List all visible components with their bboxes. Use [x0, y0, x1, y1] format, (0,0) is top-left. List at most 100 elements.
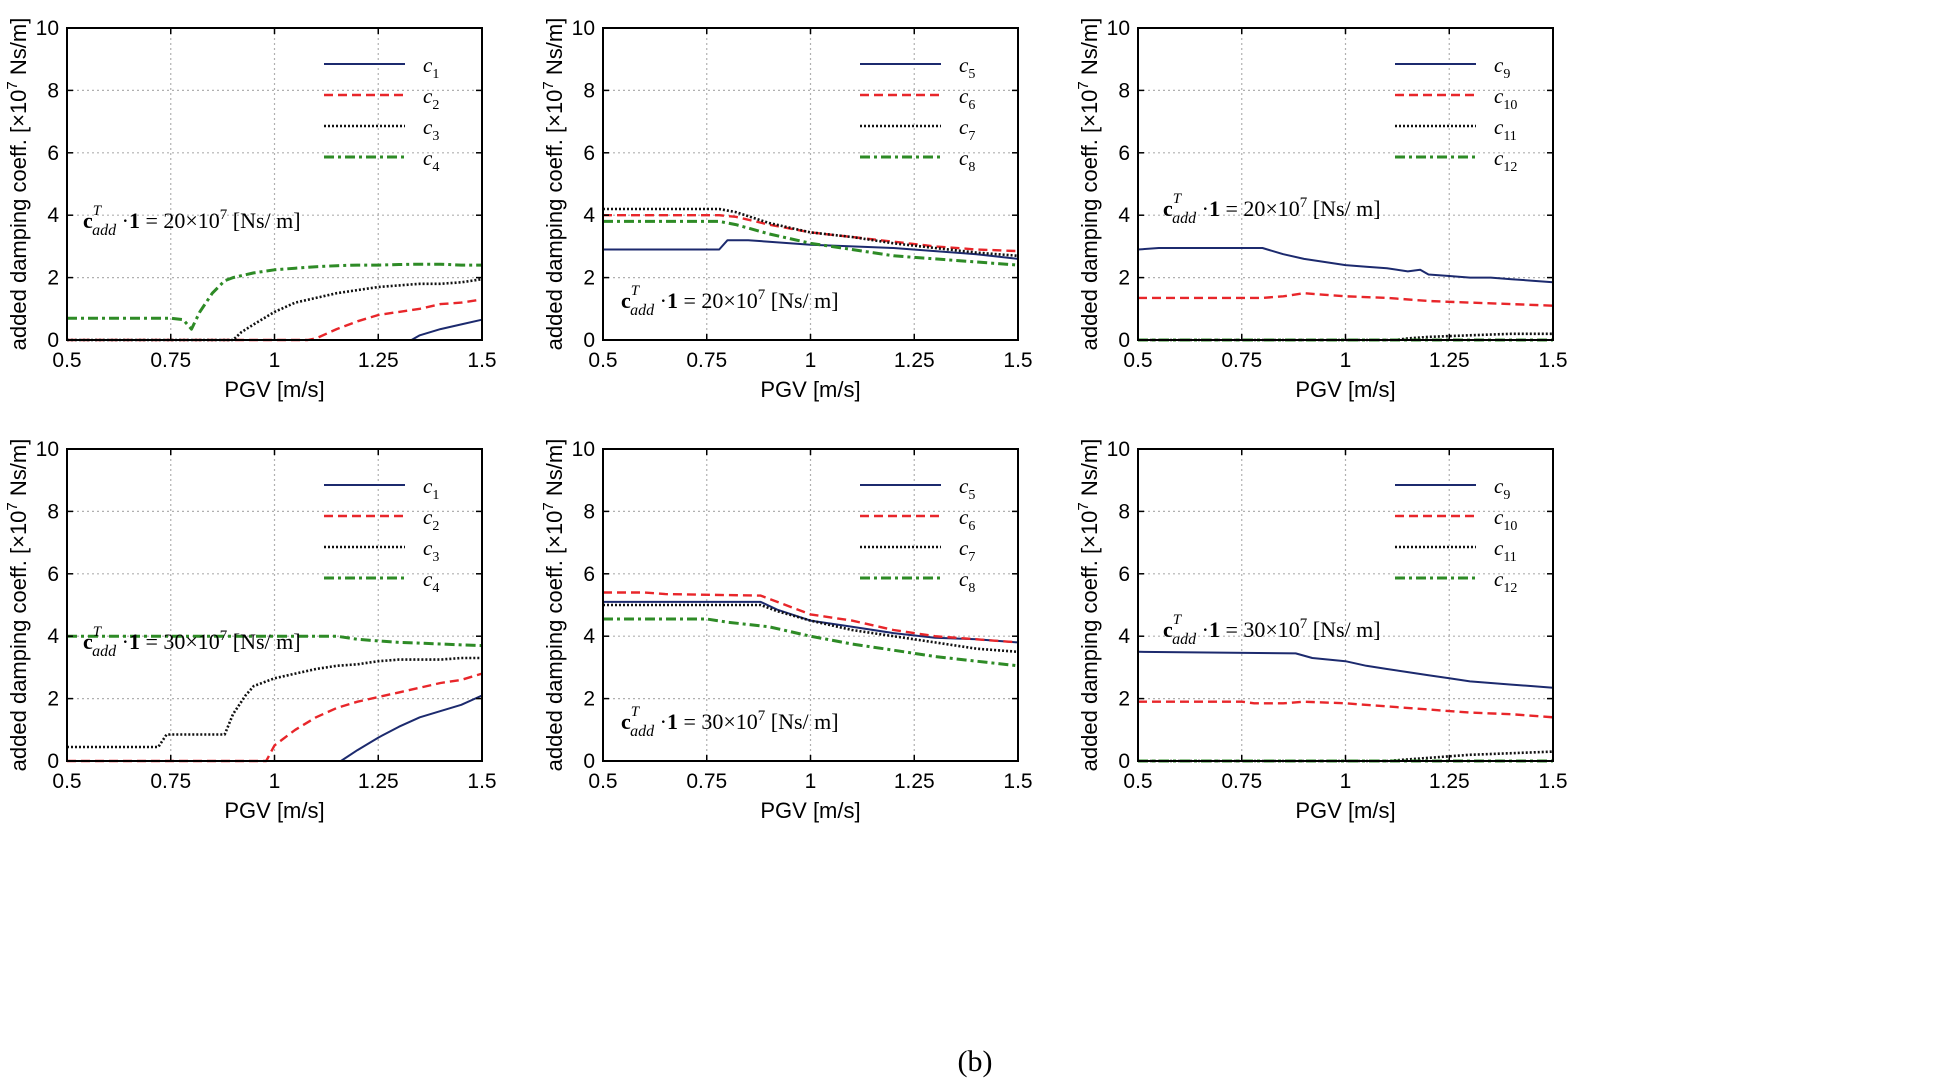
series-line-c3: [67, 277, 483, 342]
y-tick-label: 8: [1118, 79, 1130, 102]
y-tick-label: 6: [47, 142, 59, 165]
annotation-constraint: cT add ·1 = 30×107 [Ns/ m]: [1163, 612, 1381, 648]
y-tick-label: 10: [572, 438, 595, 461]
x-tick-label: 1: [805, 349, 817, 372]
x-tick-label: 0.75: [150, 770, 191, 793]
annotation-constraint: cT add ·1 = 30×107 [Ns/ m]: [83, 624, 301, 660]
y-tick-label: 4: [47, 625, 59, 648]
x-tick-label: 0.5: [52, 349, 81, 372]
y-tick-label: 8: [583, 500, 595, 523]
x-tick-label: 1.5: [467, 349, 496, 372]
x-tick-label: 1.25: [894, 349, 935, 372]
x-tick-label: 0.75: [1221, 770, 1262, 793]
y-tick-label: 4: [583, 204, 595, 227]
x-axis-label: PGV [m/s]: [1295, 377, 1395, 402]
y-tick-label: 8: [1118, 500, 1130, 523]
series-line-c1: [67, 694, 483, 762]
y-axis-label: added damping coeff. [×107 Ns/m]: [4, 18, 31, 351]
y-tick-label: 4: [1118, 625, 1130, 648]
legend-label-c4: c4: [423, 567, 439, 596]
x-tick-label: 0.75: [1221, 349, 1262, 372]
chart-panel-3: 0.5 0.75 1 1.25 1.5 0 2 4 6 8 10 PGV [m/s] added dam…: [1075, 17, 1568, 402]
legend-label-c11: c11: [1494, 115, 1517, 144]
legend-label-c8: c8: [959, 146, 975, 175]
y-tick-label: 0: [47, 750, 59, 773]
annotation-constraint: cT add ·1 = 20×107 [Ns/ m]: [621, 283, 839, 319]
y-axis-label: added damping coeff. [×107 Ns/m]: [1075, 439, 1102, 772]
series-line-c2: [67, 298, 483, 342]
y-tick-label: 0: [583, 329, 595, 352]
x-tick-label: 1.5: [1003, 770, 1032, 793]
x-tick-label: 1: [269, 770, 281, 793]
legend-label-c2: c2: [423, 505, 439, 534]
y-tick-label: 8: [47, 79, 59, 102]
x-tick-label: 0.5: [1123, 770, 1152, 793]
y-axis-label: added damping coeff. [×107 Ns/m]: [4, 439, 31, 772]
series-line-c8: [603, 219, 1019, 267]
x-tick-label: 0.5: [588, 349, 617, 372]
x-tick-label: 0.5: [1123, 349, 1152, 372]
legend-label-c6: c6: [959, 505, 975, 534]
x-tick-label: 0.75: [150, 349, 191, 372]
y-axis-label: added damping coeff. [×107 Ns/m]: [1075, 18, 1102, 351]
legend-label-c2: c2: [423, 84, 439, 113]
y-tick-label: 2: [583, 267, 595, 290]
x-tick-label: 1.25: [358, 770, 399, 793]
legend-label-c1: c1: [423, 53, 439, 82]
legend-label-c4: c4: [423, 146, 439, 175]
y-axis-label: added damping coeff. [×107 Ns/m]: [540, 18, 567, 351]
legend-label-c7: c7: [959, 115, 975, 144]
legend-label-c1: c1: [423, 474, 439, 503]
legend-label-c3: c3: [423, 115, 439, 144]
y-tick-label: 6: [1118, 142, 1130, 165]
y-tick-label: 10: [1107, 17, 1130, 40]
y-tick-label: 0: [47, 329, 59, 352]
figure-caption: (b): [957, 1045, 993, 1078]
y-tick-label: 10: [572, 17, 595, 40]
y-tick-label: 2: [47, 688, 59, 711]
annotation-constraint: cT add ·1 = 20×107 [Ns/ m]: [83, 203, 301, 239]
legend-label-c12: c12: [1494, 146, 1517, 175]
series-line-c6: [603, 591, 1019, 644]
x-tick-label: 1.25: [1429, 349, 1470, 372]
series-line-c4: [67, 262, 482, 331]
y-tick-label: 2: [583, 688, 595, 711]
x-axis-label: PGV [m/s]: [760, 798, 860, 823]
series-line-c5: [603, 239, 1019, 260]
x-tick-label: 1.5: [1538, 770, 1567, 793]
x-axis-label: PGV [m/s]: [224, 377, 324, 402]
legend-label-c9: c9: [1494, 53, 1510, 82]
y-tick-label: 6: [583, 142, 595, 165]
y-tick-label: 4: [583, 625, 595, 648]
x-tick-label: 1: [1340, 349, 1352, 372]
legend-label-c9: c9: [1494, 474, 1510, 503]
y-tick-label: 2: [1118, 688, 1130, 711]
y-axis-label: added damping coeff. [×107 Ns/m]: [540, 439, 567, 772]
x-axis-label: PGV [m/s]: [760, 377, 860, 402]
y-tick-label: 0: [583, 750, 595, 773]
y-tick-label: 4: [1118, 204, 1130, 227]
y-tick-label: 2: [1118, 267, 1130, 290]
legend-label-c12: c12: [1494, 567, 1517, 596]
y-tick-label: 6: [47, 563, 59, 586]
series-line-c9: [1137, 247, 1554, 284]
y-tick-label: 10: [36, 17, 59, 40]
chart-panel-5: 0.5 0.75 1 1.25 1.5 0 2 4 6 8 10 PGV [m/s] added dam…: [540, 438, 1033, 823]
series-line-c7: [603, 207, 1019, 258]
series-line-c10: [1138, 700, 1554, 719]
series-line-c6: [603, 213, 1019, 253]
y-tick-label: 8: [47, 500, 59, 523]
y-tick-label: 6: [583, 563, 595, 586]
y-tick-label: 2: [47, 267, 59, 290]
x-tick-label: 1.5: [467, 770, 496, 793]
y-tick-label: 10: [36, 438, 59, 461]
series-line-c2: [67, 672, 483, 763]
y-tick-label: 6: [1118, 563, 1130, 586]
legend-label-c8: c8: [959, 567, 975, 596]
x-tick-label: 1: [269, 349, 281, 372]
x-tick-label: 1.5: [1003, 349, 1032, 372]
x-tick-label: 1.5: [1538, 349, 1567, 372]
x-tick-label: 0.5: [588, 770, 617, 793]
